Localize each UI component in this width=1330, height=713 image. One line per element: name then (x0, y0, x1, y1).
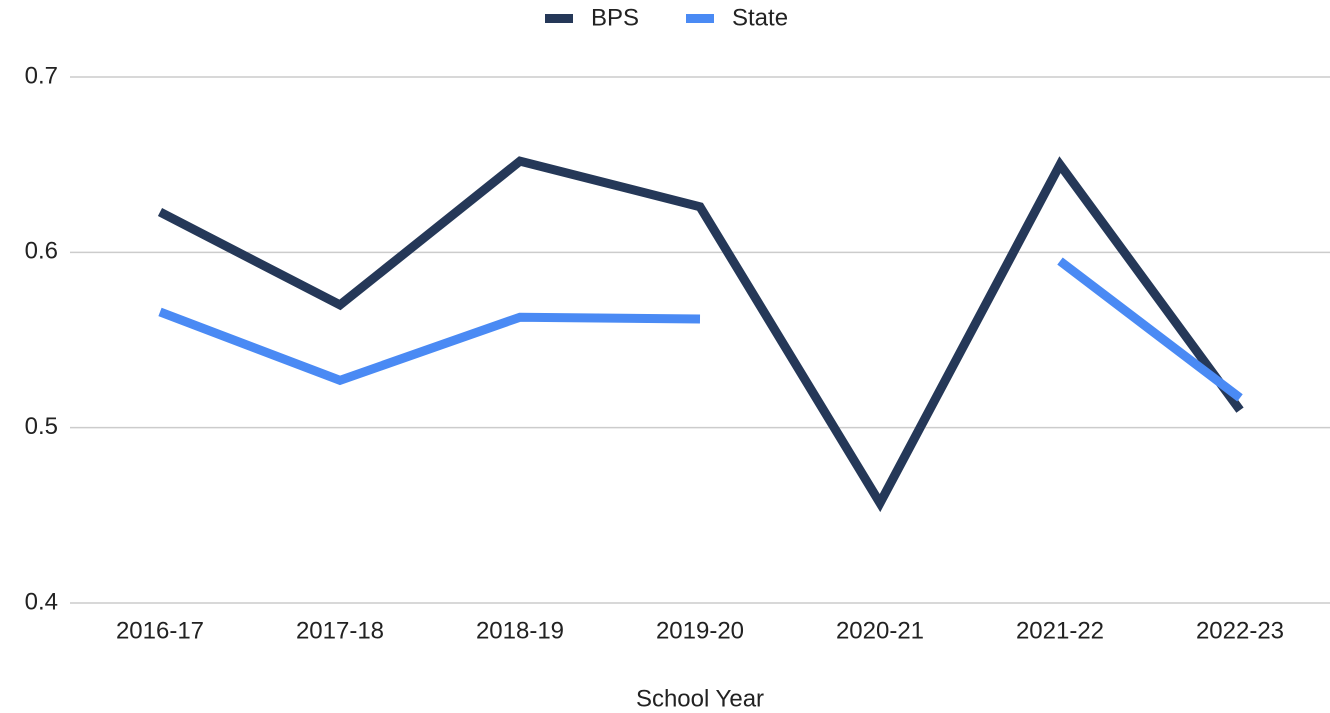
legend-swatch (686, 14, 714, 23)
legend-label: State (732, 4, 788, 31)
y-tick-label: 0.6 (25, 238, 58, 265)
y-tick-label: 0.4 (25, 588, 58, 615)
series-line (157, 156, 1244, 513)
x-tick-label: 2021-22 (1016, 617, 1104, 644)
legend-label: BPS (591, 4, 639, 31)
y-tick-label: 0.5 (25, 413, 58, 440)
x-axis-label: School Year (636, 685, 764, 712)
x-tick-label: 2017-18 (296, 617, 384, 644)
legend-swatch (545, 14, 573, 23)
x-tick-label: 2019-20 (656, 617, 744, 644)
x-tick-label: 2018-19 (476, 617, 564, 644)
x-tick-label: 2022-23 (1196, 617, 1284, 644)
x-tick-label: 2016-17 (116, 617, 204, 644)
y-tick-label: 0.7 (25, 62, 58, 89)
series-line (158, 257, 1243, 402)
x-tick-label: 2020-21 (836, 617, 924, 644)
